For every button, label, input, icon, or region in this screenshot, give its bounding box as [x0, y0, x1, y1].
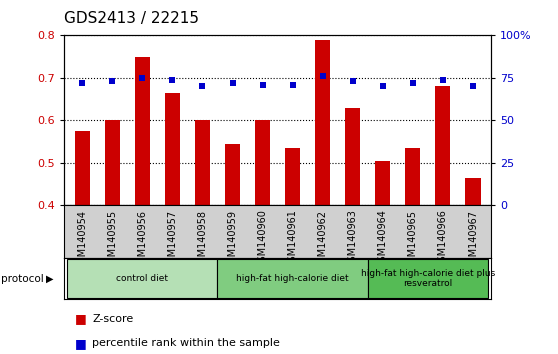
Bar	[75, 131, 90, 205]
Bar	[165, 93, 180, 205]
Text: ▶: ▶	[46, 274, 54, 284]
Text: GSM140954: GSM140954	[77, 210, 87, 269]
Point	[258, 82, 267, 87]
Point	[138, 75, 147, 81]
Text: GSM140964: GSM140964	[378, 210, 388, 268]
Point	[318, 73, 327, 79]
Text: GSM140955: GSM140955	[107, 210, 117, 269]
Text: protocol: protocol	[1, 274, 44, 284]
Text: GSM140963: GSM140963	[348, 210, 358, 268]
Bar	[345, 108, 360, 205]
Text: ■: ■	[75, 312, 87, 325]
Point	[439, 77, 448, 82]
Point	[198, 84, 207, 89]
Bar	[465, 178, 480, 205]
Text: GSM140961: GSM140961	[287, 210, 297, 268]
Bar	[67, 259, 218, 298]
Point	[469, 84, 478, 89]
Text: GSM140966: GSM140966	[438, 210, 448, 268]
Bar	[195, 120, 210, 205]
Bar	[218, 259, 368, 298]
Bar	[225, 144, 240, 205]
Point	[408, 80, 417, 86]
Text: GDS2413 / 22215: GDS2413 / 22215	[64, 11, 199, 25]
Text: GSM140956: GSM140956	[137, 210, 147, 269]
Bar	[135, 57, 150, 205]
Text: GSM140965: GSM140965	[408, 210, 418, 269]
Bar	[285, 148, 300, 205]
Point	[288, 82, 297, 87]
Point	[378, 84, 387, 89]
Bar	[315, 40, 330, 205]
Text: GSM140960: GSM140960	[258, 210, 268, 268]
Text: high-fat high-calorie diet plus
resveratrol: high-fat high-calorie diet plus resverat…	[361, 269, 495, 289]
Text: GSM140957: GSM140957	[167, 210, 177, 269]
Bar	[405, 148, 420, 205]
Point	[228, 80, 237, 86]
Text: control diet: control diet	[116, 274, 169, 283]
Point	[78, 80, 86, 86]
Point	[108, 79, 117, 84]
Bar	[435, 86, 450, 205]
Text: percentile rank within the sample: percentile rank within the sample	[92, 338, 280, 348]
Text: GSM140959: GSM140959	[228, 210, 238, 269]
Bar	[368, 259, 488, 298]
Bar	[376, 161, 391, 205]
Text: ■: ■	[75, 337, 87, 350]
Text: GSM140958: GSM140958	[198, 210, 208, 269]
Text: high-fat high-calorie diet: high-fat high-calorie diet	[237, 274, 349, 283]
Text: GSM140962: GSM140962	[318, 210, 328, 269]
Point	[168, 77, 177, 82]
Bar	[255, 120, 270, 205]
Text: GSM140967: GSM140967	[468, 210, 478, 269]
Text: Z-score: Z-score	[92, 314, 133, 324]
Point	[348, 79, 357, 84]
Bar	[105, 120, 120, 205]
